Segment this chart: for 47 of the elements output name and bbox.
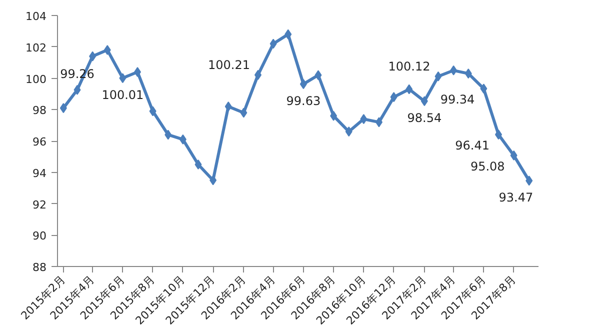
point xyxy=(270,38,277,49)
point xyxy=(480,84,488,94)
point xyxy=(240,108,248,118)
annotation: 99.63 xyxy=(286,94,321,108)
annotation: 100.01 xyxy=(102,88,144,102)
point xyxy=(210,175,217,186)
y-tick-label: 102 xyxy=(26,41,47,54)
y-tick-label: 98 xyxy=(32,104,47,118)
point xyxy=(330,110,338,121)
annotation: 96.41 xyxy=(455,138,490,153)
y-tick-label: 104 xyxy=(26,10,47,23)
point xyxy=(420,96,428,106)
point xyxy=(526,176,533,186)
point xyxy=(464,68,472,79)
annotation: 95.08 xyxy=(470,159,505,174)
point xyxy=(119,73,126,84)
point xyxy=(164,130,172,140)
point xyxy=(284,29,292,40)
annotation: 98.54 xyxy=(407,111,442,126)
point xyxy=(179,134,186,144)
y-tick-label: 88 xyxy=(32,261,47,274)
point xyxy=(375,117,382,128)
annotation: 100.12 xyxy=(388,59,430,74)
point xyxy=(194,160,202,170)
y-tick-label: 92 xyxy=(32,198,47,212)
point xyxy=(89,51,96,62)
point xyxy=(60,103,67,114)
point xyxy=(510,150,518,160)
y-tick-label: 94 xyxy=(32,166,47,180)
point xyxy=(434,71,442,82)
point xyxy=(390,92,398,102)
y-tick-label: 100 xyxy=(26,72,47,86)
point xyxy=(104,45,111,56)
point xyxy=(345,126,352,137)
point xyxy=(450,65,458,76)
y-tick-label: 96 xyxy=(32,136,47,148)
point xyxy=(360,114,368,124)
point xyxy=(74,84,81,95)
point xyxy=(406,84,413,94)
point xyxy=(149,106,156,116)
point xyxy=(314,70,322,80)
annotation: 100.21 xyxy=(208,58,250,72)
point xyxy=(224,101,232,112)
point xyxy=(300,79,307,90)
annotation: 99.34 xyxy=(440,92,475,107)
annotation: 93.47 xyxy=(498,190,534,205)
y-tick-label: 90 xyxy=(32,230,47,243)
